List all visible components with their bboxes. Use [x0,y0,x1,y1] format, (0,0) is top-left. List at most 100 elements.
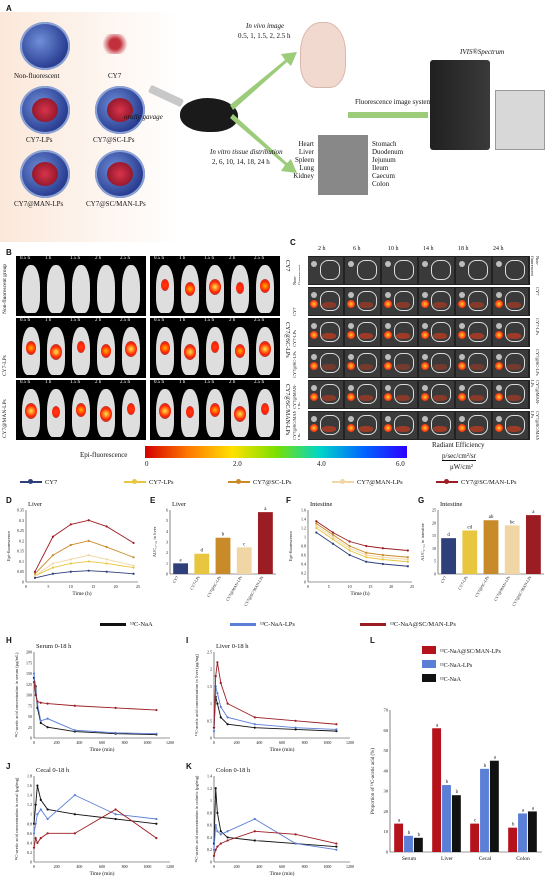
organ-heart: Heart [298,140,314,148]
chJ-series-0-point-6 [114,817,117,821]
chK-series-0-point-1 [214,787,217,790]
chL-cat-2: Cecal [479,856,492,862]
organ-stomach: Stomach [372,140,397,148]
chH-series-1-point-6 [114,731,117,734]
chE-cat-3: CY7@MAN-LPs [225,575,244,602]
organ-dot-0-3 [422,261,428,267]
legend1-label-1: CY7-LPs [149,478,174,486]
chI-xtick-3: 600 [279,740,285,745]
chI-xtick-1: 200 [234,740,240,745]
gut-signal-5-5 [507,426,521,432]
chI-series-0-point-3 [219,716,222,719]
chE-ytick-6: 6 [166,508,168,513]
signal-blob-2-1-0 [159,403,171,419]
gut-loop-1-2 [394,291,414,311]
chK-ytick-3: 0.6 [207,823,212,828]
organ-dot-3-2 [385,354,391,360]
signal-3-4 [458,362,466,370]
chH-xtick-6: 1200 [166,740,174,745]
chE-bar-0 [173,563,189,574]
chH-ylabel: ¹³C-acetic acid concentration in serum (… [14,652,19,737]
chG-letter-2: ab [489,515,494,520]
chF-xtick-5: 25 [410,584,414,589]
time-label-0-1-0: 0.5 h [154,256,164,261]
chG-letter-1: cd [467,525,472,530]
chK-series-0-point-3 [219,830,222,833]
organs-left-list: Heart Liver Spleen Lung Kidney [288,140,314,180]
chJ-ytick-0: 0 [30,860,32,865]
chJ-title: Cecal 0-18 h [36,767,70,774]
legend1-item-1: CY7-LPs [124,476,174,488]
organ-dot-4-5 [496,385,502,391]
chK-series-0-point-4 [226,836,229,839]
legend2-swatch-0 [100,622,126,626]
time-label-0-1-4: 2.5 h [254,256,264,261]
chF-ytick-3: 0.6 [301,553,306,558]
signal-5-2 [384,424,392,432]
chF-series-3-point-0 [315,524,318,527]
gut-signal-1-2 [396,302,410,308]
gut-loop-1-4 [468,291,488,311]
chK-series-2-point-4 [226,839,229,842]
chI-series-1-point-2 [216,692,219,695]
chH-series-2-point-7 [155,708,158,712]
time-label-1-1-4: 2.5 h [254,318,264,323]
mouse-2-0-2 [72,389,90,437]
label-cy7-sc-lps: CY7@SC-LPs [93,136,135,144]
c-row-label-left-2: CY7-LPs [292,329,297,347]
chK-series-2-point-0 [212,854,216,857]
organ-dot-4-3 [422,385,428,391]
chD-series-3-point-2 [69,558,72,561]
mouse-0-1-1 [181,265,199,313]
organ-cell-4-1 [345,381,380,408]
chK-ytick-7: 1.4 [207,774,212,779]
time-label-0-0-2: 1.5 h [70,256,80,261]
chH-series-2-point-6 [114,706,117,709]
chL-bar-3-1 [518,813,527,852]
panel-label-c: C [290,238,296,247]
chJ-series-0-point-0 [32,822,36,825]
organ-cell-3-3 [419,350,454,377]
chL-letter-3-2: a [532,806,535,811]
chF-title: Intestine [310,501,332,508]
c-row-label-right-4: CY7@MAN-LPs [531,380,540,405]
chG-ytick-5: 25 [432,508,436,513]
legend-cy7: CY7 CY7-LPs CY7@SC-LPs CY7@MAN-LPs CY7@SC/MA… [20,476,540,488]
panel-label-g: G [418,496,425,505]
gut-loop-3-0 [320,353,340,373]
gut-signal-2-3 [433,333,447,339]
chD-ylabel: Epi-fluorescence [6,531,11,561]
chH-ytick-3: 75 [28,703,32,708]
chG-title: Intestine [440,501,462,508]
chD-series-3-point-1 [51,562,54,565]
organ-cell-4-0 [308,381,343,408]
chI-series-0-point-7 [335,730,338,733]
chG-bar-0 [441,538,457,574]
chE-letter-0: e [179,558,182,563]
chJ-series-1-point-7 [155,817,158,821]
mouse-2-1-0 [156,389,174,437]
time-label-2-1-3: 2 h [229,380,236,385]
chart-l: ¹³C-NaA@SC/MAN-LPs ¹³C-NaA-LPs ¹³C-NaA 0 10 2… [370,646,542,862]
legend1-swatch-2 [228,479,250,484]
chH-xlabel: Time (min) [89,746,114,753]
gut-loop-3-1 [357,353,377,373]
chD-series-1-point-3 [87,560,90,563]
time-label-1-1-1: 1 h [179,318,186,323]
chK-ylabel: ¹³C-acetic acid concentration in colonic… [194,775,199,862]
mouse-2-0-4 [122,389,140,437]
chD-series-2-line [34,540,134,575]
chE-cat-2: CY7@SC-LPs [206,575,222,598]
chG-cat-4: CY7@SC/MAN-LPs [511,575,533,607]
gut-loop-4-3 [431,384,451,404]
legend1-swatch-0 [20,479,42,484]
time-label-1-0-1: 1 h [45,318,52,323]
colorbar-tick-2: 2.0 [233,460,242,468]
chD-series-1-point-2 [69,562,72,565]
organ-dot-4-4 [459,385,465,391]
chF-series-4-point-4 [381,547,384,550]
chD-ytick-7: 0.35 [17,508,24,513]
chK-series-1-point-1 [214,824,217,827]
mouse-1-1-3 [231,327,249,375]
chJ-xtick-6: 1200 [166,864,174,869]
